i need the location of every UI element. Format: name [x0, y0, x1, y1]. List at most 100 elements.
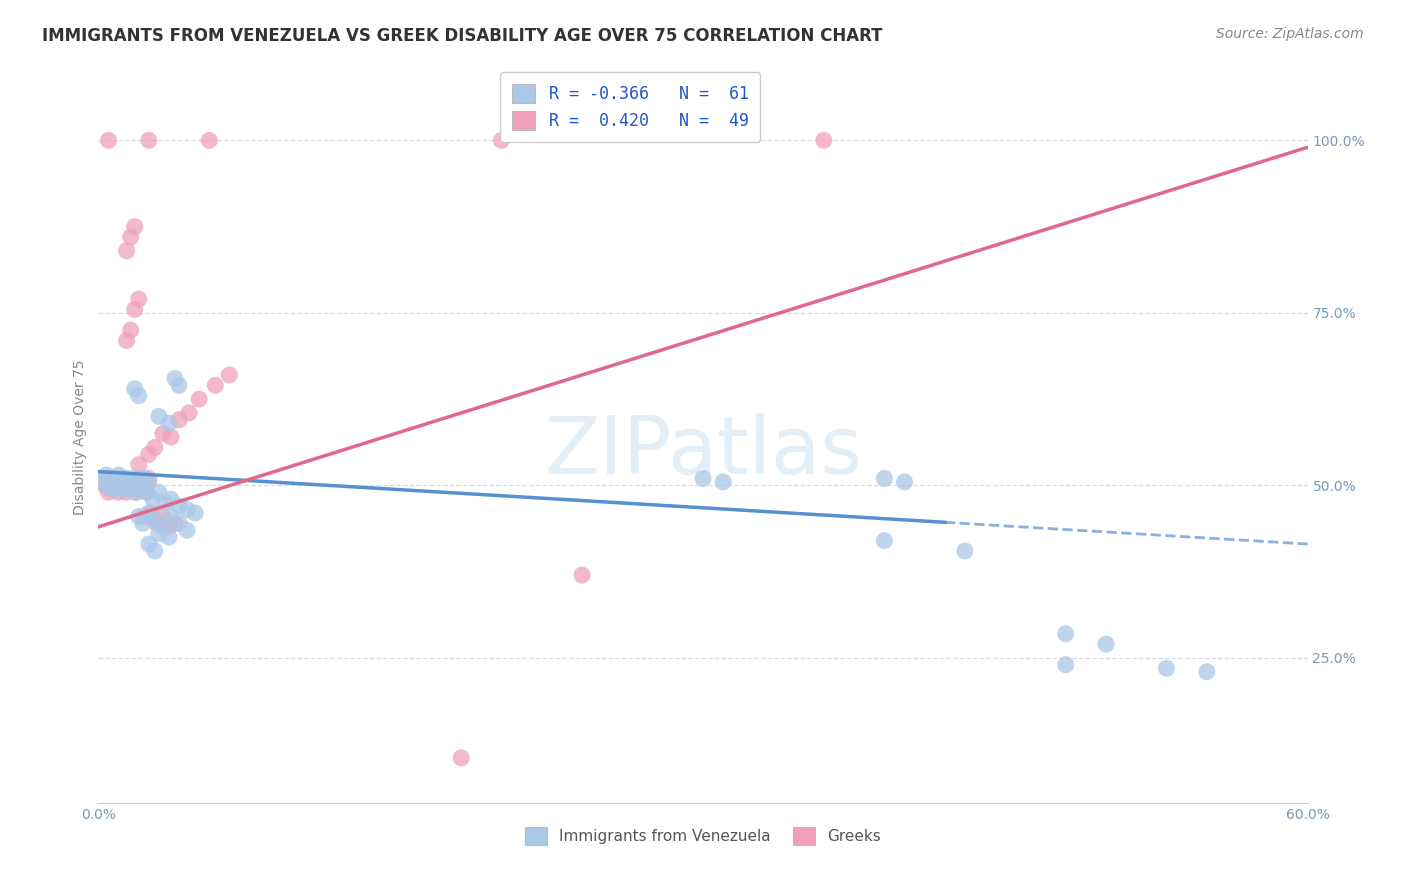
Point: [160, 492, 183, 507]
Point: [711, 475, 734, 489]
Point: [143, 544, 166, 558]
Point: [134, 471, 156, 485]
Point: [152, 520, 174, 534]
Point: [157, 417, 180, 431]
Point: [124, 302, 146, 317]
Point: [118, 475, 141, 489]
Point: [167, 378, 190, 392]
Point: [107, 485, 129, 500]
Point: [163, 371, 186, 385]
Point: [128, 292, 150, 306]
Point: [143, 441, 166, 455]
Point: [100, 482, 122, 496]
Point: [125, 485, 148, 500]
Point: [218, 368, 240, 382]
Point: [120, 323, 142, 337]
Point: [124, 475, 146, 489]
Point: [115, 485, 138, 500]
Point: [132, 516, 155, 531]
Point: [160, 430, 183, 444]
Point: [1054, 657, 1077, 672]
Point: [96, 468, 118, 483]
Point: [120, 230, 142, 244]
Point: [139, 506, 162, 520]
Point: [893, 475, 915, 489]
Point: [953, 544, 976, 558]
Point: [157, 530, 180, 544]
Point: [204, 378, 226, 392]
Point: [176, 523, 198, 537]
Point: [184, 506, 207, 520]
Point: [118, 471, 141, 485]
Point: [138, 475, 160, 489]
Point: [148, 526, 170, 541]
Legend: Immigrants from Venezuela, Greeks: Immigrants from Venezuela, Greeks: [516, 818, 890, 854]
Point: [148, 485, 170, 500]
Point: [91, 475, 114, 489]
Point: [1095, 637, 1118, 651]
Point: [1156, 661, 1178, 675]
Point: [157, 520, 180, 534]
Point: [114, 482, 136, 496]
Point: [121, 482, 143, 496]
Point: [110, 478, 132, 492]
Point: [152, 509, 174, 524]
Point: [491, 133, 513, 147]
Point: [128, 509, 150, 524]
Point: [114, 471, 136, 485]
Point: [692, 471, 714, 485]
Point: [135, 485, 157, 500]
Point: [129, 482, 152, 496]
Point: [103, 475, 125, 489]
Point: [1054, 626, 1077, 640]
Point: [873, 471, 896, 485]
Point: [813, 133, 835, 147]
Point: [142, 492, 165, 507]
Point: [138, 447, 160, 461]
Point: [128, 389, 150, 403]
Point: [105, 471, 128, 485]
Point: [143, 513, 166, 527]
Text: ZIPatlas: ZIPatlas: [544, 413, 862, 491]
Point: [101, 482, 124, 496]
Point: [148, 409, 170, 424]
Point: [176, 502, 198, 516]
Point: [97, 133, 120, 147]
Point: [115, 475, 138, 489]
Point: [124, 382, 146, 396]
Point: [105, 482, 128, 496]
Point: [120, 482, 142, 496]
Point: [100, 471, 122, 485]
Point: [1195, 665, 1218, 679]
Point: [153, 495, 176, 509]
Point: [128, 471, 150, 485]
Y-axis label: Disability Age Over 75: Disability Age Over 75: [73, 359, 87, 515]
Point: [125, 471, 148, 485]
Point: [167, 499, 190, 513]
Point: [128, 478, 150, 492]
Point: [93, 478, 115, 492]
Point: [135, 485, 157, 500]
Point: [571, 568, 593, 582]
Point: [115, 244, 138, 258]
Point: [103, 475, 125, 489]
Point: [160, 509, 183, 524]
Point: [134, 509, 156, 524]
Point: [111, 471, 134, 485]
Point: [188, 392, 211, 406]
Text: Source: ZipAtlas.com: Source: ZipAtlas.com: [1216, 27, 1364, 41]
Point: [111, 482, 134, 496]
Point: [128, 458, 150, 472]
Point: [124, 485, 146, 500]
Point: [115, 334, 138, 348]
Point: [120, 478, 142, 492]
Point: [163, 516, 186, 531]
Point: [97, 478, 120, 492]
Point: [152, 426, 174, 441]
Point: [873, 533, 896, 548]
Point: [110, 478, 132, 492]
Point: [107, 468, 129, 483]
Text: IMMIGRANTS FROM VENEZUELA VS GREEK DISABILITY AGE OVER 75 CORRELATION CHART: IMMIGRANTS FROM VENEZUELA VS GREEK DISAB…: [42, 27, 883, 45]
Point: [138, 133, 160, 147]
Point: [179, 406, 201, 420]
